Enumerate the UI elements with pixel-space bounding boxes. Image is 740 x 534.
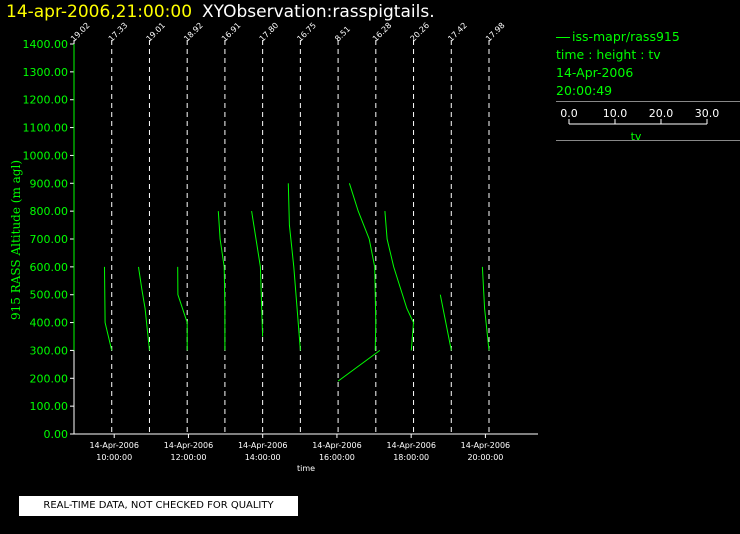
x-tick-time: 20:00:00 bbox=[467, 453, 503, 462]
profile-traces: 19.02 17.33 19.01 18.92 16.91 17.80 16.75 8.51 1… bbox=[69, 21, 507, 434]
profile-trace bbox=[104, 266, 113, 351]
x-tick-time: 12:00:00 bbox=[170, 453, 206, 462]
quality-notice: REAL-TIME DATA, NOT CHECKED FOR QUALITY bbox=[19, 496, 298, 516]
y-tick-label: 1400.00 bbox=[23, 38, 69, 51]
y-tick-label: 200.00 bbox=[30, 372, 69, 385]
x-tick-date: 14-Apr-2006 bbox=[89, 441, 138, 450]
x-tick-time: 10:00:00 bbox=[96, 453, 132, 462]
legend-divider-top bbox=[556, 101, 740, 102]
x-tick-date: 14-Apr-2006 bbox=[461, 441, 510, 450]
profile-trace bbox=[138, 266, 150, 351]
y-tick-label: 0.00 bbox=[44, 428, 69, 441]
profile-label: 17.98 bbox=[484, 21, 507, 44]
x-tick-date: 14-Apr-2006 bbox=[238, 441, 287, 450]
profile-trace bbox=[337, 349, 381, 382]
tv-scale-ticks: 0.0 10.0 20.0 30.0 bbox=[560, 107, 719, 124]
y-tick-label: 800.00 bbox=[30, 205, 69, 218]
tv-scale-label: tv bbox=[631, 130, 642, 140]
y-tick-label: 400.00 bbox=[30, 317, 69, 330]
tv-scale-tick-label: 30.0 bbox=[695, 107, 720, 120]
profile-trace bbox=[384, 211, 415, 351]
x-tick-date: 14-Apr-2006 bbox=[386, 441, 435, 450]
legend-time: 20:00:49 bbox=[556, 83, 613, 98]
header-title: XYObservation:rasspigtails. bbox=[202, 2, 435, 22]
legend-description: time : height : tv bbox=[556, 47, 661, 62]
profile-label: 8.51 bbox=[333, 24, 352, 43]
y-tick-label: 100.00 bbox=[30, 400, 69, 413]
profile-trace bbox=[217, 211, 226, 351]
y-axis-label: 915 RASS Altitude (m agl) bbox=[9, 160, 23, 320]
profile-trace bbox=[177, 266, 188, 351]
profile-trace bbox=[251, 211, 264, 337]
header: 14-apr-2006,21:00:00 XYObservation:rasspi… bbox=[6, 2, 435, 26]
tv-scale-tick-label: 0.0 bbox=[560, 107, 578, 120]
profile-trace bbox=[439, 294, 452, 351]
legend-swatch bbox=[556, 37, 570, 38]
x-axis-label: time bbox=[297, 464, 315, 473]
y-tick-label: 300.00 bbox=[30, 344, 69, 357]
x-tick-date: 14-Apr-2006 bbox=[312, 441, 361, 450]
x-tick-time: 14:00:00 bbox=[245, 453, 281, 462]
y-tick-label: 600.00 bbox=[30, 261, 69, 274]
y-tick-label: 700.00 bbox=[30, 233, 69, 246]
y-axis-ticks: 0.00 100.00 200.00 300.00 400.00 500.00 600.00… bbox=[23, 38, 74, 441]
x-tick-time: 16:00:00 bbox=[319, 453, 355, 462]
legend-date: 14-Apr-2006 bbox=[556, 65, 634, 80]
header-time: 14-apr-2006,21:00:00 bbox=[6, 2, 193, 22]
legend-series-label: iss-mapr/rass915 bbox=[572, 29, 680, 44]
legend-divider-bottom bbox=[556, 140, 740, 141]
y-tick-label: 1100.00 bbox=[23, 122, 69, 135]
legend-series: iss-mapr/rass915 bbox=[556, 28, 740, 46]
profile-trace bbox=[481, 266, 490, 351]
x-axis-ticks: 14-Apr-2006 10:00:00 14-Apr-2006 12:00:00 14… bbox=[89, 434, 510, 462]
y-tick-label: 1300.00 bbox=[23, 66, 69, 79]
tv-scale-tick-label: 10.0 bbox=[603, 107, 628, 120]
x-tick-time: 18:00:00 bbox=[393, 453, 429, 462]
profile-trace bbox=[348, 183, 377, 351]
y-tick-label: 1000.00 bbox=[23, 149, 69, 162]
x-tick-date: 14-Apr-2006 bbox=[164, 441, 213, 450]
y-tick-label: 900.00 bbox=[30, 177, 69, 190]
y-tick-label: 1200.00 bbox=[23, 94, 69, 107]
profile-trace bbox=[287, 183, 301, 351]
tv-scale-tick-label: 20.0 bbox=[649, 107, 674, 120]
tv-scale-bar: 0.0 10.0 20.0 30.0 tv bbox=[560, 107, 719, 140]
y-tick-label: 500.00 bbox=[30, 289, 69, 302]
profile-label: 17.42 bbox=[446, 21, 469, 44]
legend: iss-mapr/rass915 time : height : tv 14-A… bbox=[556, 28, 740, 100]
